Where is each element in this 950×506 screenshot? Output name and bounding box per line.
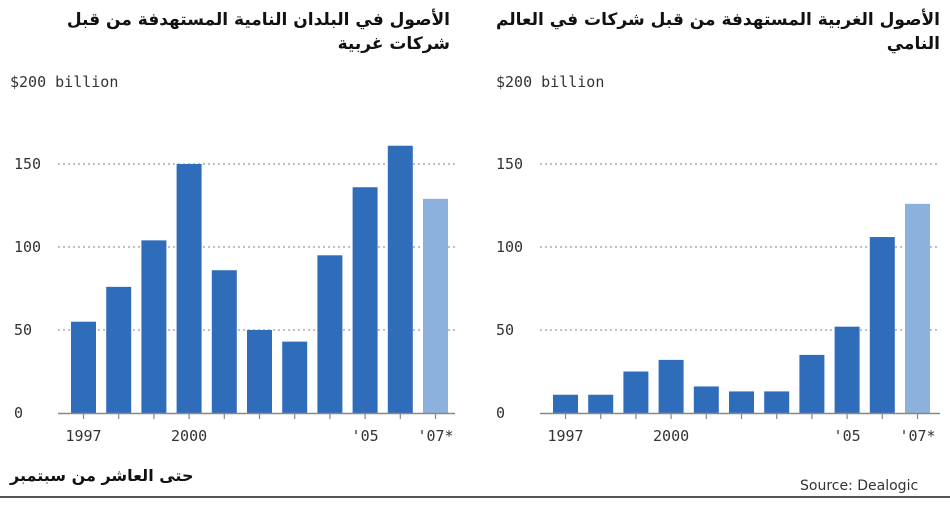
left-x-tick-label: 2000 bbox=[171, 427, 207, 445]
right-x-tick-label: '05 bbox=[834, 427, 861, 445]
left-y-tick-label: 0 bbox=[14, 404, 23, 422]
right-bar bbox=[905, 203, 930, 413]
right-bar bbox=[764, 391, 790, 413]
left-bar bbox=[211, 270, 237, 413]
left-x-tick-label: 1997 bbox=[65, 427, 101, 445]
right-y-tick-label: 150 bbox=[496, 155, 523, 173]
left-bar bbox=[317, 255, 343, 413]
right-bar-chart: 0 50 100 150 1997 2000 '05 '07* bbox=[496, 155, 940, 445]
right-bar bbox=[623, 371, 649, 413]
right-bar bbox=[658, 359, 684, 413]
left-chart-title: الأصول في البلدان النامية المستهدفة من ق… bbox=[66, 10, 450, 54]
left-bar-chart: 0 50 100 150 1997 2000 '05 '07* bbox=[14, 145, 455, 445]
left-bar bbox=[106, 286, 132, 413]
right-bar bbox=[729, 391, 754, 413]
right-x-tick-label: 2000 bbox=[653, 427, 689, 445]
right-y-tick-label: 0 bbox=[496, 404, 505, 422]
source-note: Source: Dealogic bbox=[800, 478, 919, 494]
left-bar bbox=[176, 164, 202, 413]
left-y-tick-label: 50 bbox=[14, 321, 32, 339]
right-bar bbox=[693, 386, 719, 413]
footnote: حتى العاشر من سبتمبر bbox=[10, 466, 194, 485]
left-bar bbox=[387, 145, 413, 414]
left-y-tick-label: 100 bbox=[14, 238, 41, 256]
left-bar bbox=[352, 187, 378, 413]
right-bar bbox=[799, 354, 825, 413]
bottom-rule bbox=[0, 496, 950, 498]
right-y-tick-label: 100 bbox=[496, 238, 523, 256]
right-chart-title: الأصول الغربية المستهدفة من قبل شركات في… bbox=[495, 10, 940, 54]
left-bar bbox=[247, 330, 272, 413]
right-x-tick-label: 1997 bbox=[547, 427, 583, 445]
right-chart-unit-label: $200 billion bbox=[496, 73, 605, 91]
left-y-tick-label: 150 bbox=[14, 155, 41, 173]
left-bar bbox=[282, 341, 308, 413]
left-bar bbox=[71, 321, 96, 413]
left-chart-unit-label: $200 billion bbox=[10, 73, 119, 91]
left-bar bbox=[423, 198, 448, 413]
left-x-tick-label: '05 bbox=[352, 427, 379, 445]
right-y-tick-label: 50 bbox=[496, 321, 514, 339]
right-bar bbox=[553, 394, 578, 413]
right-bar bbox=[834, 326, 860, 413]
right-bar bbox=[869, 237, 895, 413]
right-bar bbox=[588, 394, 614, 413]
left-x-tick-label: '07* bbox=[417, 427, 453, 445]
right-x-tick-label: '07* bbox=[899, 427, 935, 445]
left-bar bbox=[141, 240, 167, 413]
